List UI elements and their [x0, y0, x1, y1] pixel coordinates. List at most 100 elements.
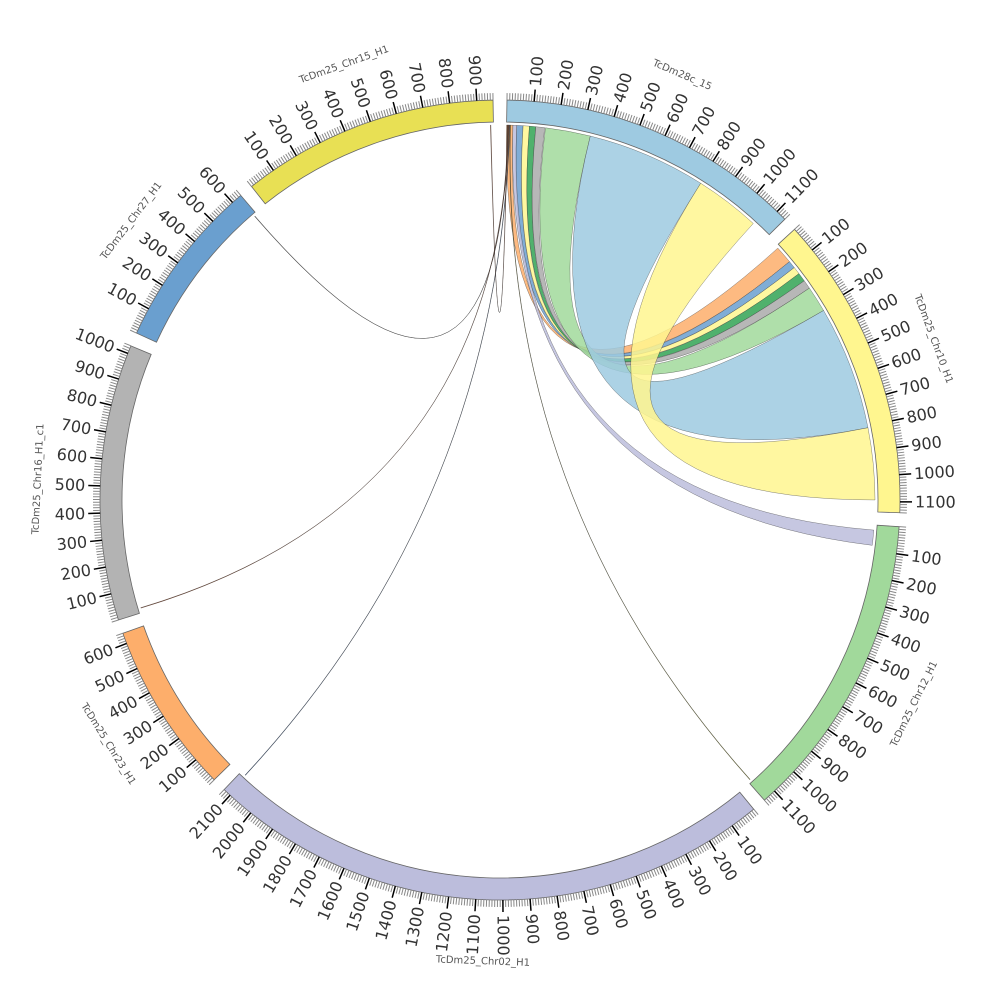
major-tick	[533, 89, 536, 102]
sector-block[interactable]	[506, 99, 786, 236]
minor-tick	[131, 670, 139, 675]
minor-tick	[353, 873, 358, 881]
minor-tick	[694, 848, 700, 856]
minor-tick	[557, 97, 560, 105]
minor-tick	[297, 146, 302, 154]
minor-tick	[107, 606, 115, 610]
minor-tick	[895, 558, 903, 561]
minor-tick	[742, 817, 748, 824]
minor-tick	[439, 895, 442, 903]
minor-tick	[174, 740, 181, 746]
minor-tick	[418, 101, 421, 109]
sector-block[interactable]	[749, 524, 900, 801]
minor-tick	[796, 767, 803, 773]
link-ribbon[interactable]	[254, 124, 509, 339]
minor-tick	[282, 837, 287, 845]
minor-tick	[719, 159, 725, 167]
link-ribbon[interactable]	[244, 124, 511, 776]
tick-label: 1400	[372, 898, 401, 942]
minor-tick	[897, 545, 905, 547]
minor-tick	[888, 593, 896, 596]
minor-tick	[184, 753, 191, 759]
link-ribbon[interactable]	[490, 124, 508, 313]
minor-tick	[105, 400, 113, 404]
major-tick	[639, 113, 645, 126]
sector-tcdm25-chr02-h1[interactable]: 1002003004005006007008009001000110012001…	[185, 773, 766, 969]
sector-block[interactable]	[99, 345, 152, 621]
minor-tick	[325, 861, 330, 869]
minor-tick	[691, 142, 696, 150]
tick-label: 700	[850, 706, 886, 738]
tick-label: 500	[54, 475, 85, 495]
minor-tick	[458, 897, 460, 905]
minor-tick	[114, 368, 122, 372]
minor-tick	[176, 251, 184, 257]
sector-block[interactable]	[250, 99, 494, 205]
minor-tick	[654, 124, 659, 132]
minor-tick	[117, 637, 125, 642]
minor-tick	[807, 754, 814, 761]
minor-tick	[431, 98, 434, 106]
minor-tick	[561, 895, 565, 903]
minor-tick	[869, 652, 877, 657]
minor-tick	[211, 212, 218, 218]
link-ribbon[interactable]	[539, 127, 824, 375]
minor-tick	[795, 769, 801, 775]
sector-block[interactable]	[122, 625, 231, 781]
minor-tick	[323, 860, 328, 867]
minor-tick	[333, 864, 337, 872]
minor-tick	[94, 534, 102, 536]
minor-tick	[732, 169, 738, 176]
minor-tick	[153, 285, 160, 291]
minor-tick	[799, 230, 806, 236]
minor-tick	[144, 300, 152, 305]
link-ribbon[interactable]	[572, 135, 869, 440]
minor-tick	[155, 713, 163, 718]
minor-tick	[246, 180, 252, 187]
minor-tick	[725, 830, 730, 837]
minor-tick	[667, 130, 671, 137]
minor-tick	[572, 893, 575, 901]
major-tick	[313, 856, 320, 868]
major-tick	[583, 890, 588, 903]
link-ribbon[interactable]	[140, 124, 510, 609]
minor-tick	[828, 726, 836, 732]
link-ribbon[interactable]	[531, 126, 810, 366]
minor-tick	[195, 765, 202, 771]
link-ribbon[interactable]	[509, 124, 751, 781]
minor-tick	[346, 122, 351, 130]
sector-block[interactable]	[223, 773, 755, 901]
link-ribbon[interactable]	[630, 182, 876, 501]
link-ribbon[interactable]	[506, 124, 790, 355]
minor-tick	[751, 810, 757, 817]
minor-tick	[888, 402, 896, 406]
minor-tick	[102, 585, 110, 588]
minor-tick	[730, 167, 736, 174]
minor-tick	[467, 94, 470, 102]
minor-tick	[879, 624, 887, 628]
minor-tick	[126, 658, 133, 662]
minor-tick	[744, 815, 750, 822]
minor-tick	[776, 788, 782, 795]
minor-tick	[125, 655, 132, 660]
sector-block[interactable]	[777, 228, 901, 514]
sector-block[interactable]	[135, 194, 256, 343]
tick-label: 200	[265, 112, 297, 148]
link-ribbon[interactable]	[512, 124, 875, 546]
minor-tick	[254, 819, 260, 826]
minor-tick	[133, 322, 141, 327]
major-tick	[776, 202, 786, 213]
sector-tcdm25-chr12-h1[interactable]: 10020030040050060070080090010001100TcDm2…	[749, 524, 943, 838]
minor-tick	[713, 837, 719, 845]
minor-tick	[563, 98, 566, 106]
minor-tick	[808, 240, 815, 247]
minor-tick	[462, 94, 464, 102]
minor-tick	[838, 283, 846, 289]
minor-tick	[678, 857, 683, 865]
minor-tick	[881, 619, 889, 623]
minor-tick	[875, 637, 883, 641]
